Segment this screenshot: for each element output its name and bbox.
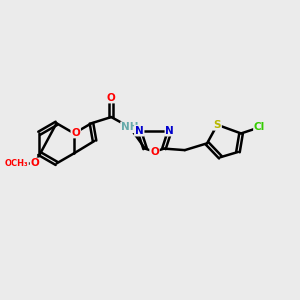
Text: O: O [71, 128, 80, 137]
Text: O: O [31, 158, 39, 168]
Text: N: N [135, 126, 144, 136]
Text: O: O [150, 147, 159, 157]
Text: S: S [214, 120, 221, 130]
Text: NH: NH [121, 122, 139, 132]
Text: N: N [165, 126, 174, 136]
Text: O: O [107, 93, 116, 103]
Text: OCH₃: OCH₃ [4, 159, 28, 168]
Text: Cl: Cl [254, 122, 265, 132]
